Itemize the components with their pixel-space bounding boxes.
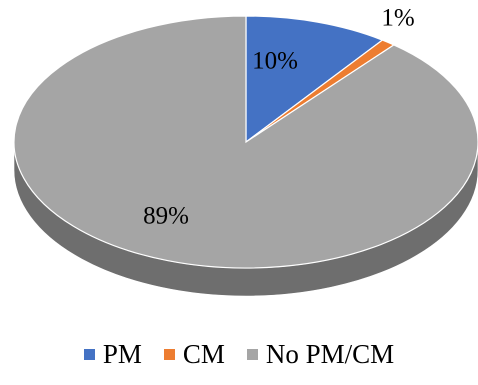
legend-swatch-no-pm-cm [246, 349, 258, 360]
legend-item-no-pm-cm: No PM/CM [246, 339, 395, 370]
pie-slice-pm [245, 15, 384, 144]
data-label-cm: 1% [381, 5, 414, 32]
legend-label-pm: PM [102, 339, 142, 369]
legend-item-pm: PM [83, 339, 142, 370]
data-labels: 10% 1% 89% [143, 5, 415, 230]
data-label-pm: 10% [252, 48, 298, 75]
legend-swatch-pm [83, 349, 95, 360]
legend-item-cm: CM [163, 339, 225, 370]
pie-slice-no-pm-cm [13, 15, 478, 269]
legend: PM CM No PM/CM [0, 339, 478, 370]
legend-label-cm: CM [182, 339, 225, 369]
data-label-no-pm-cm: 89% [143, 203, 189, 230]
legend-swatch-cm [163, 349, 175, 360]
pie-slices [13, 15, 478, 269]
legend-label-no-pm-cm: No PM/CM [265, 339, 395, 369]
